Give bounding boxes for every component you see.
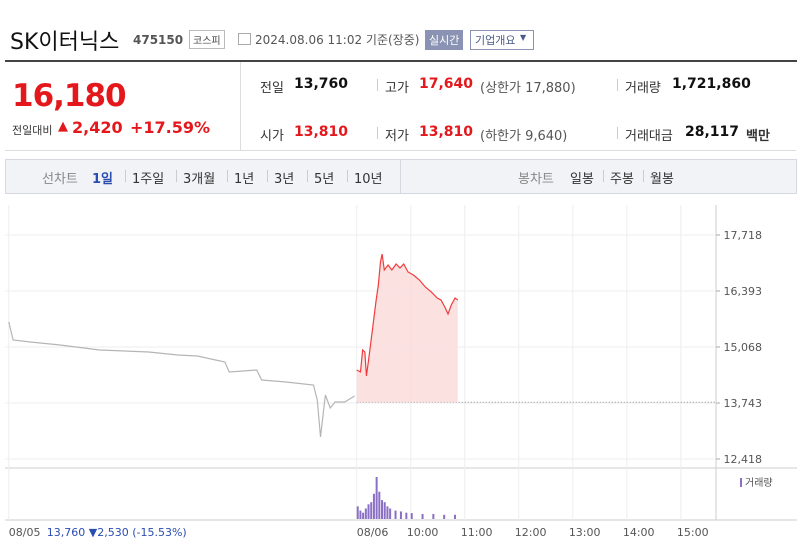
x-tick-label: 08/06: [357, 526, 389, 539]
timestamp: 2024.08.06 11:02 기준(장중): [255, 33, 420, 47]
candle-tab[interactable]: 일봉: [570, 172, 594, 187]
top-border: [5, 60, 797, 62]
stat-value: 13,760: [294, 76, 349, 92]
volume-bar: [405, 512, 408, 519]
quote-box: [5, 62, 796, 151]
volume-bar: [378, 491, 381, 519]
x-tick-label: 11:00: [461, 526, 493, 539]
stat-divider: [377, 127, 378, 139]
chart: 17,718 16,393 15,068 13,743 12,418 08/05 08/06…: [5, 205, 797, 539]
volume-bar: [370, 502, 373, 519]
stat-value: 28,117: [685, 124, 740, 140]
tab-sep: [176, 170, 177, 182]
current-price: 16,180: [12, 78, 127, 114]
volume-bar: [364, 508, 367, 519]
period-tab[interactable]: 10년: [354, 172, 383, 187]
volume-bar: [381, 500, 384, 519]
tab-sep: [307, 170, 308, 182]
stat-value: 13,810: [419, 124, 474, 140]
volume-bar: [362, 512, 365, 519]
tab-label: 선차트: [42, 172, 78, 187]
x-tick-label: 08/05: [9, 526, 41, 539]
stat-value: 1,721,860: [672, 76, 751, 92]
volume-bar: [372, 493, 375, 519]
volume-bar: [389, 508, 392, 519]
candle-tab[interactable]: 주봉: [610, 172, 634, 187]
x-tick-label: 13:00: [569, 526, 601, 539]
x-tick-label: 10:00: [407, 526, 439, 539]
volume-bar: [443, 514, 446, 519]
volume-legend-swatch: [740, 478, 742, 487]
stock-name: SK이터닉스: [10, 30, 120, 55]
realtime-badge[interactable]: 실시간: [425, 30, 464, 50]
tab-sep: [643, 170, 644, 182]
stat-label: 거래대금: [625, 129, 673, 144]
period-tab[interactable]: 3개월: [183, 172, 216, 187]
up-arrow: ▲: [58, 119, 68, 134]
stat-label: 저가: [385, 129, 409, 144]
volume-bar: [383, 502, 386, 519]
tab-sep: [227, 170, 228, 182]
tab-sep: [347, 170, 348, 182]
stat-value: 13,810: [294, 124, 349, 140]
stat-divider: [617, 127, 618, 139]
volume-bar: [386, 506, 389, 519]
clock-icon: [238, 33, 251, 45]
volume-bar: [394, 510, 397, 519]
stat-unit: 백만: [746, 129, 770, 144]
tab-sep: [267, 170, 268, 182]
tab-label: 봉차트: [518, 172, 554, 187]
stock-code: 475150: [133, 33, 184, 47]
volume-bar: [367, 504, 370, 519]
stat-label: 전일: [260, 81, 284, 96]
stat-extra: (상한가 17,880): [480, 81, 576, 96]
stat-extra: (하한가 9,640): [480, 129, 568, 144]
y-tick-label: 15,068: [724, 341, 763, 354]
volume-bar: [399, 511, 402, 519]
volume-bar: [356, 506, 359, 519]
volume-bar: [432, 513, 435, 519]
x-tick-label: 15:00: [677, 526, 709, 539]
price-line: [356, 253, 459, 377]
divider: [240, 62, 241, 150]
change-label: 전일대비: [12, 124, 53, 137]
period-tab[interactable]: 3년: [274, 172, 295, 187]
y-tick-label: 16,393: [724, 285, 763, 298]
x-tick-label: 14:00: [623, 526, 655, 539]
period-tab[interactable]: 5년: [314, 172, 335, 187]
area-fill: [356, 254, 458, 403]
stat-label: 고가: [385, 81, 409, 96]
stat-divider: [617, 79, 618, 91]
period-tab[interactable]: 1년: [234, 172, 255, 187]
stat-label: 시가: [260, 129, 284, 144]
volume-bar: [421, 513, 424, 519]
price-line: [8, 321, 355, 438]
change-value: 2,420: [72, 118, 123, 137]
period-tab[interactable]: 1일: [92, 172, 114, 187]
candle-tab[interactable]: 월봉: [650, 172, 674, 187]
tab-divider: [400, 160, 401, 193]
market-badge: 코스피: [189, 30, 225, 49]
stat-value: 17,640: [419, 76, 474, 92]
prev-day-note: 13,760 ▼2,530 (-15.53%): [47, 526, 187, 539]
company-info-button[interactable]: 기업개요: [470, 30, 535, 50]
volume-bar: [453, 514, 456, 519]
x-tick-label: 12:00: [515, 526, 547, 539]
change-percent: +17.59%: [130, 118, 211, 137]
tab-sep: [603, 170, 604, 182]
tab-sep: [125, 170, 126, 182]
volume-bar: [410, 513, 413, 519]
volume-bar: [375, 477, 378, 519]
period-tab[interactable]: 1주일: [132, 172, 165, 187]
y-tick-label: 17,718: [724, 229, 763, 242]
dropdown-arrow: ▼: [520, 33, 527, 42]
volume-label: 거래량: [745, 477, 773, 489]
y-tick-label: 12,418: [724, 453, 763, 466]
tab-bar: [5, 159, 797, 194]
stat-label: 거래량: [625, 81, 661, 96]
y-tick-label: 13,743: [724, 397, 763, 410]
volume-bar: [359, 510, 362, 519]
stat-divider: [377, 79, 378, 91]
